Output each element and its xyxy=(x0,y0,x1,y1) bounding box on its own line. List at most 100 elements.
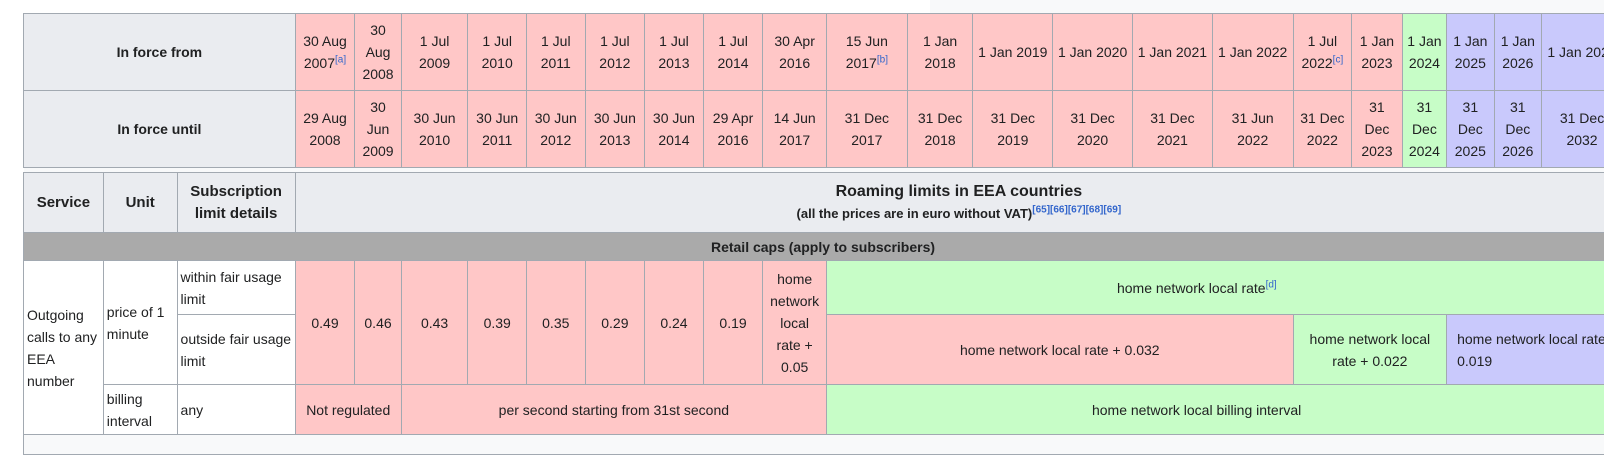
in-force-from-label: In force from xyxy=(23,13,296,91)
in-force-until-date: 30 Jun 2011 xyxy=(467,90,527,168)
date-text: 15 Jun 2017 xyxy=(845,33,888,71)
in-force-from-date: 30 Apr 2016 xyxy=(762,13,827,91)
price-per-minute: 0.24 xyxy=(644,260,704,385)
rate-plus-0032: home network local rate + 0.032 xyxy=(825,314,1294,385)
in-force-from-date: 1 Jul 2012 xyxy=(584,13,646,91)
date-text: 1 Jan 2026 xyxy=(1500,33,1535,71)
in-force-from-date: 1 Jan 2019 xyxy=(972,13,1054,91)
roaming-title: Roaming limits in EEA countries xyxy=(835,182,1083,200)
billing-per-second: per second starting from 31st second xyxy=(400,384,827,435)
in-force-until-date: 31 Dec 2026 xyxy=(1493,90,1543,168)
unit-price-per-minute: price of 1 minute xyxy=(102,260,178,385)
in-force-from-row: In force from 30 Aug 2007[a] 30 Aug 2008 1… xyxy=(23,13,1604,91)
footnote-link[interactable]: [b] xyxy=(876,54,888,66)
unit-header: Unit xyxy=(102,172,178,233)
date-text: 1 Jan 2027 xyxy=(1547,44,1604,60)
date-text: 1 Jul 2011 xyxy=(540,33,571,71)
in-force-until-date: 31 Dec 2024 xyxy=(1401,90,1448,168)
within-fair-usage-label: within fair usage limit xyxy=(176,260,296,315)
date-text: 1 Jul 2010 xyxy=(481,33,513,71)
billing-interval-row: billing interval any Not regulated per s… xyxy=(24,384,1604,435)
date-text: 1 Jan 2021 xyxy=(1137,44,1208,60)
in-force-until-date: 30 Jun 2012 xyxy=(525,90,586,168)
in-force-until-date: 31 Jun 2022 xyxy=(1211,90,1294,168)
in-force-from-date: 1 Jan 2025 xyxy=(1446,13,1495,91)
in-force-until-date: 30 Jun 2010 xyxy=(400,90,469,168)
in-force-until-date: 31 Dec 2025 xyxy=(1446,90,1495,168)
billing-home-interval: home network local billing interval xyxy=(825,384,1604,435)
within-fair-usage-row: Outgoing calls to any EEA number price o… xyxy=(23,260,1604,435)
service-header: Service xyxy=(23,172,104,233)
rate-plus-005: home network local rate + 0.05 xyxy=(762,260,827,385)
outside-fair-usage-label: outside fair usage limit xyxy=(176,314,296,385)
retail-caps-row: Retail caps (apply to subscribers) xyxy=(23,232,1604,261)
date-text: 30 Apr 2016 xyxy=(774,33,815,71)
footnote-link[interactable]: [c] xyxy=(1332,54,1344,66)
in-force-until-date: 31 Dec 2019 xyxy=(972,90,1054,168)
date-text: 1 Jul 2013 xyxy=(658,33,690,71)
roaming-limits-table: In force from 30 Aug 2007[a] 30 Aug 2008 1… xyxy=(23,13,1604,455)
date-text: 1 Jul 2012 xyxy=(599,33,631,71)
page-background xyxy=(930,0,1604,13)
retail-caps-label: Retail caps (apply to subscribers) xyxy=(23,232,1604,261)
billing-not-regulated: Not regulated xyxy=(294,384,402,435)
in-force-until-date: 31 Dec 2017 xyxy=(825,90,908,168)
date-text: 1 Jan 2018 xyxy=(922,33,958,71)
in-force-from-date: 1 Jul 2022[c] xyxy=(1292,13,1353,91)
footnote-link[interactable]: [d] xyxy=(1265,278,1277,290)
date-text: 1 Jan 2020 xyxy=(1057,44,1128,60)
in-force-from-date: 15 Jun 2017[b] xyxy=(825,13,908,91)
date-text: 1 Jan 2023 xyxy=(1359,33,1395,71)
in-force-until-date: 30 Jun 2014 xyxy=(644,90,704,168)
in-force-from-date: 1 Jul 2010 xyxy=(467,13,527,91)
in-force-from-date: 1 Jan 2024 xyxy=(1401,13,1448,91)
in-force-from-date: 1 Jan 2020 xyxy=(1052,13,1133,91)
in-force-until-date: 31 Dec 2032 xyxy=(1541,90,1604,168)
price-per-minute: 0.29 xyxy=(584,260,646,385)
date-text: 30 Aug 2008 xyxy=(362,22,394,82)
date-text: 1 Jan 2024 xyxy=(1407,33,1442,71)
in-force-from-date: 1 Jan 2023 xyxy=(1351,13,1403,91)
reference-links[interactable]: [65][66][67][68][69] xyxy=(1032,204,1122,216)
in-force-from-date: 1 Jul 2013 xyxy=(644,13,704,91)
service-outgoing-calls: Outgoing calls to any EEA number xyxy=(23,260,104,435)
in-force-from-date: 1 Jul 2009 xyxy=(400,13,469,91)
in-force-until-date: 31 Dec 2020 xyxy=(1052,90,1133,168)
roaming-title-cell: Roaming limits in EEA countries (all the… xyxy=(294,172,1604,233)
in-force-until-date: 29 Aug 2008 xyxy=(294,90,356,168)
footnote-link[interactable]: [a] xyxy=(335,54,347,66)
price-per-minute: 0.49 xyxy=(294,260,356,385)
outside-fair-usage-row: outside fair usage limit home network lo… xyxy=(24,314,1604,385)
in-force-from-date: 1 Jan 2018 xyxy=(906,13,974,91)
date-text: 1 Jan 2025 xyxy=(1453,33,1488,71)
rate-plus-0019: home network local rate + 0.019 xyxy=(1446,314,1604,385)
in-force-until-date: 14 Jun 2017 xyxy=(762,90,827,168)
in-force-until-row: In force until 29 Aug 2008 30 Jun 2009 30 … xyxy=(23,90,1604,168)
billing-any-label: any xyxy=(176,384,296,435)
price-per-minute: 0.39 xyxy=(467,260,527,385)
in-force-from-date: 1 Jan 2027 xyxy=(1541,13,1604,91)
in-force-until-date: 30 Jun 2013 xyxy=(584,90,646,168)
rate-plus-0022: home network local rate + 0.022 xyxy=(1292,314,1448,385)
price-per-minute: 0.46 xyxy=(354,260,402,385)
in-force-from-date: 1 Jul 2011 xyxy=(525,13,586,91)
in-force-from-date: 30 Aug 2007[a] xyxy=(294,13,356,91)
home-local-rate-text: home network local rate xyxy=(1116,279,1266,296)
price-per-minute: 0.43 xyxy=(400,260,469,385)
in-force-until-date: 31 Dec 2021 xyxy=(1132,90,1213,168)
in-force-from-date: 1 Jan 2022 xyxy=(1211,13,1294,91)
date-text: 1 Jan 2022 xyxy=(1218,44,1288,60)
subtitle-text: (all the prices are in euro without VAT) xyxy=(796,205,1033,221)
in-force-from-date: 1 Jul 2014 xyxy=(702,13,764,91)
date-text: 1 Jul 2009 xyxy=(419,33,451,71)
date-text: 1 Jul 2014 xyxy=(717,33,749,71)
in-force-until-date: 30 Jun 2009 xyxy=(354,90,402,168)
in-force-from-date: 30 Aug 2008 xyxy=(354,13,402,91)
next-row xyxy=(23,434,1604,455)
in-force-until-date: 29 Apr 2016 xyxy=(702,90,764,168)
in-force-until-label: In force until xyxy=(23,90,296,168)
price-per-minute: 0.35 xyxy=(525,260,586,385)
home-local-rate: home network local rate[d] xyxy=(825,260,1604,315)
in-force-until-date: 31 Dec 2022 xyxy=(1292,90,1353,168)
date-text: 30 Aug 2007 xyxy=(303,33,347,71)
